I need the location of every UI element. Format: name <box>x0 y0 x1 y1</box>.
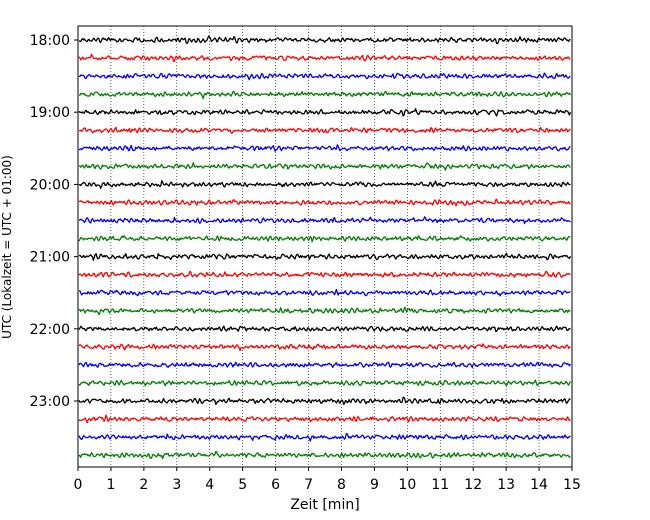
x-tick-label: 0 <box>74 477 83 493</box>
y-axis-title: UTC (Lokalzeit = UTC + 01:00) <box>0 155 14 339</box>
trace-line <box>78 180 571 189</box>
trace-line <box>78 396 571 406</box>
x-axis-title: Zeit [min] <box>290 497 359 513</box>
trace-line <box>78 414 571 424</box>
x-tick-label: 14 <box>530 477 548 493</box>
trace-line <box>78 325 571 332</box>
trace-layer <box>78 35 572 460</box>
x-tick-label: 2 <box>139 477 148 493</box>
trace-line <box>78 90 571 100</box>
trace-line <box>78 144 571 152</box>
trace-line <box>78 107 572 117</box>
y-axis: 18:00 19:00 20:00 21:00 22:00 23:00 <box>30 33 78 410</box>
trace-line <box>78 198 571 207</box>
trace-line <box>78 216 571 225</box>
trace-line <box>78 126 571 134</box>
x-tick-label: 3 <box>172 477 181 493</box>
trace-line <box>78 252 571 261</box>
x-tick-label: 7 <box>304 477 313 493</box>
trace-line <box>78 162 571 171</box>
trace-line <box>78 288 571 297</box>
plot-frame <box>77 25 573 468</box>
y-tick-label: 18:00 <box>30 33 70 49</box>
trace-line <box>78 235 571 243</box>
trace-line <box>78 270 571 278</box>
y-tick-label: 23:00 <box>30 394 70 410</box>
x-tick-label: 15 <box>563 477 581 493</box>
y-tick-label: 21:00 <box>30 250 70 266</box>
trace-line <box>78 450 571 460</box>
x-tick-label: 9 <box>370 477 379 493</box>
trace-line <box>78 35 571 45</box>
x-tick-label: 6 <box>271 477 280 493</box>
trace-line <box>78 53 571 62</box>
x-tick-label: 8 <box>337 477 346 493</box>
x-axis: 0 1 2 3 4 5 6 7 8 9 10 11 12 13 14 15 <box>74 467 581 493</box>
x-tick-label: 1 <box>106 477 115 493</box>
y-tick-label: 20:00 <box>30 177 70 193</box>
x-tick-label: 13 <box>497 477 515 493</box>
trace-line <box>78 379 571 387</box>
x-tick-label: 12 <box>464 477 482 493</box>
x-tick-label: 10 <box>398 477 416 493</box>
x-tick-label: 5 <box>238 477 247 493</box>
trace-line <box>78 433 571 442</box>
x-tick-label: 4 <box>205 477 214 493</box>
trace-line <box>78 306 571 316</box>
trace-line <box>78 72 571 81</box>
trace-line <box>78 343 571 352</box>
x-tick-label: 11 <box>431 477 449 493</box>
y-tick-label: 19:00 <box>30 105 70 121</box>
trace-line <box>78 361 571 369</box>
y-tick-label: 22:00 <box>30 322 70 338</box>
